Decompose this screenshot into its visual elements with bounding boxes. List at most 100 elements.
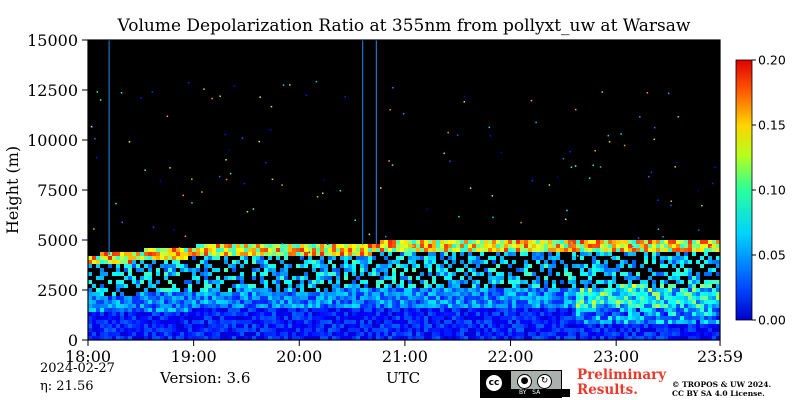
heatmap-cell [292, 312, 296, 316]
heatmap-cell [596, 264, 600, 268]
heatmap-cell [324, 268, 328, 272]
heatmap-cell [576, 316, 580, 320]
heatmap-cell [716, 248, 720, 252]
heatmap-cell [416, 316, 420, 320]
heatmap-cell [648, 300, 652, 304]
heatmap-cell [392, 320, 396, 324]
heatmap-cell [688, 328, 692, 332]
heatmap-cell [516, 328, 520, 332]
heatmap-cell [191, 178, 193, 180]
heatmap-cell [284, 312, 288, 316]
heatmap-cell [156, 328, 160, 332]
heatmap-cell [644, 288, 648, 292]
heatmap-cell [204, 256, 208, 260]
heatmap-cell [716, 328, 720, 332]
heatmap-cell [172, 248, 176, 252]
heatmap-cell [372, 324, 376, 328]
heatmap-cell [336, 296, 340, 300]
heatmap-cell [168, 272, 172, 276]
heatmap-cell [664, 296, 668, 300]
heatmap-cell [544, 336, 548, 340]
heatmap-cell [108, 260, 112, 264]
heatmap-cell [500, 248, 504, 252]
heatmap-cell [504, 260, 508, 264]
heatmap-cell [116, 268, 120, 272]
heatmap-cell [404, 304, 408, 308]
heatmap-cell [664, 244, 668, 248]
heatmap-cell [324, 276, 328, 280]
eta-label: η: 21.56 [40, 379, 94, 394]
heatmap-cell [620, 308, 624, 312]
heatmap-cell [492, 280, 496, 284]
heatmap-cell [428, 264, 432, 268]
heatmap-cell [512, 276, 516, 280]
heatmap-cell [600, 304, 604, 308]
heatmap-cell [196, 300, 200, 304]
heatmap-cell [588, 332, 592, 336]
heatmap-cell [468, 336, 472, 340]
heatmap-cell [532, 316, 536, 320]
heatmap-cell [384, 296, 388, 300]
heatmap-cell [572, 284, 576, 288]
heatmap-cell [616, 244, 620, 248]
heatmap-cell [484, 312, 488, 316]
heatmap-cell [440, 332, 444, 336]
heatmap-cell [712, 308, 716, 312]
heatmap-cell [368, 300, 372, 304]
heatmap-cell [256, 328, 260, 332]
heatmap-cell [120, 336, 124, 340]
heatmap-cell [124, 336, 128, 340]
heatmap-cell [408, 316, 412, 320]
heatmap-cell [464, 336, 468, 340]
heatmap-cell [152, 320, 156, 324]
heatmap-cell [164, 300, 168, 304]
heatmap-cell [668, 288, 672, 292]
heatmap-cell [604, 296, 608, 300]
heatmap-cell [392, 316, 396, 320]
heatmap-cell [604, 280, 608, 284]
heatmap-cell [380, 300, 384, 304]
heatmap-cell [544, 300, 548, 304]
heatmap-cell [660, 256, 664, 260]
heatmap-cell [196, 264, 200, 268]
heatmap-cell [204, 324, 208, 328]
heatmap-cell [716, 304, 720, 308]
heatmap-cell [484, 260, 488, 264]
heatmap-cell [256, 308, 260, 312]
heatmap-cell [272, 304, 276, 308]
heatmap-cell [640, 248, 644, 252]
heatmap-cell [316, 264, 320, 268]
heatmap-cell [236, 328, 240, 332]
heatmap-cell [444, 336, 448, 340]
heatmap-cell [224, 316, 228, 320]
heatmap-cell [188, 252, 192, 256]
heatmap-cell [112, 316, 116, 320]
heatmap-cell [600, 264, 604, 268]
heatmap-cell [388, 292, 392, 296]
heatmap-cell [632, 284, 636, 288]
heatmap-cell [528, 248, 532, 252]
heatmap-cell [92, 296, 96, 300]
heatmap-cell [696, 324, 700, 328]
heatmap-cell [552, 308, 556, 312]
heatmap-cell [104, 256, 108, 260]
heatmap-cell [704, 252, 708, 256]
heatmap-cell [212, 316, 216, 320]
heatmap-cell [216, 300, 220, 304]
heatmap-cell [416, 324, 420, 328]
heatmap-cell [636, 316, 640, 320]
heatmap-cell [408, 328, 412, 332]
heatmap-cell [404, 312, 408, 316]
heatmap-cell [628, 276, 632, 280]
heatmap-cell [176, 300, 180, 304]
heatmap-cell [276, 252, 280, 256]
heatmap-cell [196, 308, 200, 312]
heatmap-cell [432, 252, 436, 256]
heatmap-cell [648, 304, 652, 308]
heatmap-cell [600, 280, 604, 284]
heatmap-cell [436, 284, 440, 288]
heatmap-cell [148, 300, 152, 304]
heatmap-cell [112, 336, 116, 340]
heatmap-cell [212, 280, 216, 284]
heatmap-cell [624, 272, 628, 276]
